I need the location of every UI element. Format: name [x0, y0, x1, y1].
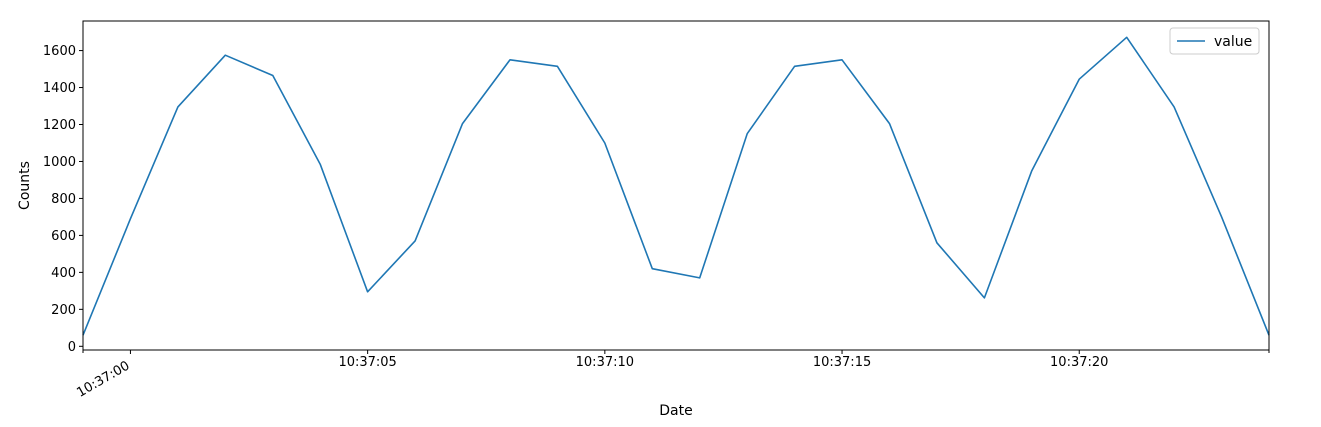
- y-tick-label: 0: [68, 340, 76, 355]
- y-tick-label: 400: [51, 266, 76, 281]
- plot-frame: [82, 20, 1270, 351]
- series-line-0: [82, 36, 1270, 336]
- x-tick-label: 10:37:15: [813, 355, 871, 370]
- y-tick-label: 1000: [43, 155, 76, 170]
- y-tick-label: 600: [51, 229, 76, 244]
- x-tick-label: 10:37:00: [74, 358, 132, 400]
- legend-box: [1169, 27, 1260, 55]
- legend: value: [1169, 27, 1260, 55]
- y-tick-label: 800: [51, 192, 76, 207]
- y-tick-label: 1600: [43, 44, 76, 59]
- y-axis-label: Counts: [17, 161, 33, 210]
- x-axis-label: Date: [659, 403, 692, 419]
- y-tick-label: 1200: [43, 118, 76, 133]
- x-tick-label: 10:37:05: [338, 355, 396, 370]
- y-tick-label: 1400: [43, 81, 76, 96]
- plot-content: [82, 36, 1270, 336]
- x-axis: 10:37:00 10:37:05 10:37:10 10:37:15 10:37:20: [74, 350, 1270, 401]
- x-tick-label: 10:37:20: [1050, 355, 1108, 370]
- y-axis: 0 200 400 600 800 1000 1200 1400 1600: [43, 44, 83, 355]
- y-tick-label: 200: [51, 303, 76, 318]
- legend-label: value: [1214, 34, 1252, 50]
- x-tick-label: 10:37:10: [576, 355, 634, 370]
